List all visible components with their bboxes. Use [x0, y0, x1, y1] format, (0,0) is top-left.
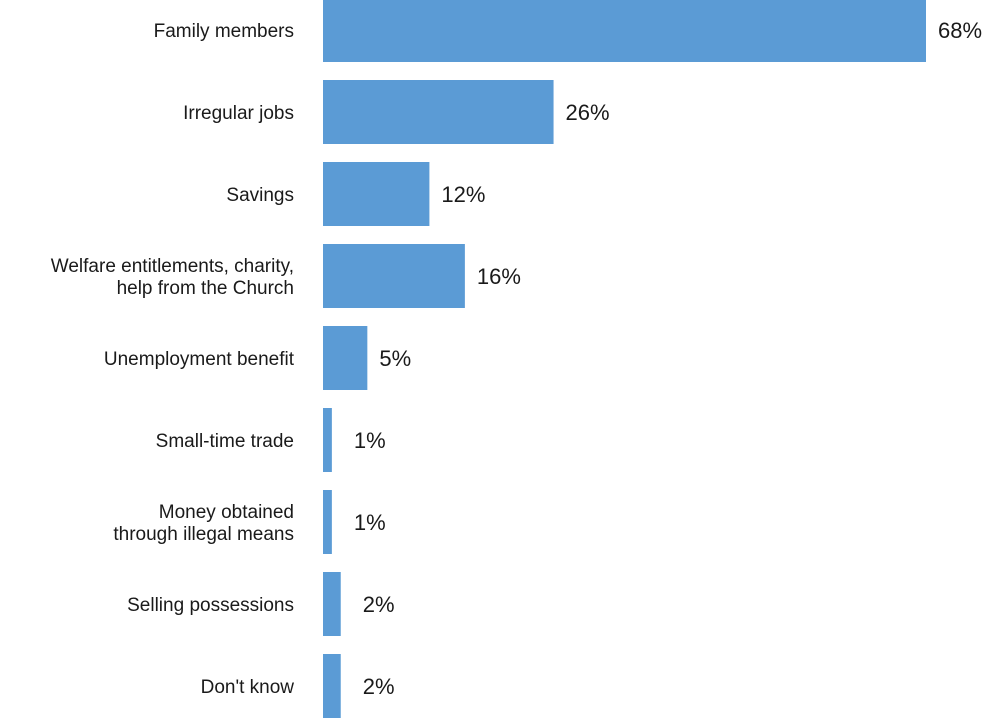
value-label: 16% — [477, 264, 521, 289]
value-label: 1% — [354, 510, 386, 535]
bar-row: Irregular jobs 26% — [183, 80, 610, 144]
bar — [323, 244, 465, 308]
category-label: Selling possessions — [127, 595, 294, 616]
bar — [323, 0, 926, 62]
value-label: 2% — [363, 592, 395, 617]
category-label-line: Welfare entitlements, charity, — [51, 256, 294, 277]
bar — [323, 326, 368, 390]
category-label-line: through illegal means — [113, 524, 294, 545]
bar-row: Money obtained through illegal means 1% — [113, 490, 386, 554]
value-label: 68% — [938, 18, 982, 43]
category-label: Irregular jobs — [183, 103, 294, 124]
bar — [323, 408, 332, 472]
category-label-line: help from the Church — [117, 278, 294, 299]
bar — [323, 490, 332, 554]
bar-row: Selling possessions 2% — [127, 572, 395, 636]
category-label: Family members — [154, 21, 294, 42]
category-label-line: Small-time trade — [156, 431, 294, 452]
bar — [323, 654, 341, 718]
bar-row: Family members 68% — [154, 0, 982, 62]
value-label: 26% — [566, 100, 610, 125]
bar-row: Small-time trade 1% — [156, 408, 386, 472]
category-label: Savings — [226, 185, 294, 206]
category-label: Welfare entitlements, charity, help from … — [51, 256, 294, 299]
value-label: 2% — [363, 674, 395, 699]
category-label: Money obtained through illegal means — [113, 502, 294, 545]
category-label-line: Unemployment benefit — [104, 349, 295, 370]
category-label-line: Money obtained — [159, 502, 294, 523]
bar — [323, 80, 554, 144]
category-label-line: Savings — [226, 185, 294, 206]
bar-row: Savings 12% — [226, 162, 485, 226]
category-label-line: Family members — [154, 21, 294, 42]
category-label-line: Don't know — [201, 677, 295, 698]
bar-row: Unemployment benefit 5% — [104, 326, 411, 390]
bar — [323, 162, 430, 226]
category-label: Small-time trade — [156, 431, 294, 452]
category-label-line: Irregular jobs — [183, 103, 294, 124]
category-label: Don't know — [201, 677, 295, 698]
category-label: Unemployment benefit — [104, 349, 295, 370]
bar — [323, 572, 341, 636]
bar-row: Don't know 2% — [201, 654, 395, 718]
value-label: 1% — [354, 428, 386, 453]
category-label-line: Selling possessions — [127, 595, 294, 616]
value-label: 5% — [379, 346, 411, 371]
bar-row: Welfare entitlements, charity, help from … — [51, 244, 521, 308]
value-label: 12% — [441, 182, 485, 207]
